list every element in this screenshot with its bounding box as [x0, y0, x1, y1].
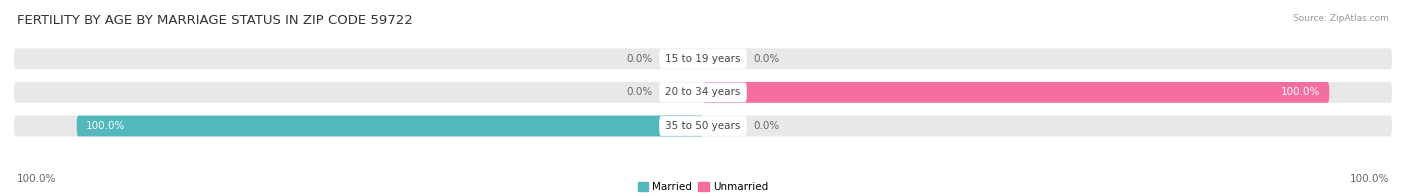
Text: 100.0%: 100.0%: [1281, 87, 1320, 97]
Text: 0.0%: 0.0%: [754, 121, 779, 131]
FancyBboxPatch shape: [14, 48, 1392, 69]
Text: 0.0%: 0.0%: [627, 87, 652, 97]
Text: Source: ZipAtlas.com: Source: ZipAtlas.com: [1294, 14, 1389, 23]
FancyBboxPatch shape: [659, 49, 747, 69]
Text: FERTILITY BY AGE BY MARRIAGE STATUS IN ZIP CODE 59722: FERTILITY BY AGE BY MARRIAGE STATUS IN Z…: [17, 14, 412, 27]
Text: 0.0%: 0.0%: [627, 54, 652, 64]
FancyBboxPatch shape: [14, 82, 1392, 103]
FancyBboxPatch shape: [659, 116, 747, 136]
Text: 0.0%: 0.0%: [754, 54, 779, 64]
Text: 100.0%: 100.0%: [1350, 174, 1389, 184]
Text: 15 to 19 years: 15 to 19 years: [665, 54, 741, 64]
FancyBboxPatch shape: [659, 83, 747, 102]
FancyBboxPatch shape: [703, 82, 1329, 103]
Text: 20 to 34 years: 20 to 34 years: [665, 87, 741, 97]
Text: 35 to 50 years: 35 to 50 years: [665, 121, 741, 131]
Legend: Married, Unmarried: Married, Unmarried: [638, 182, 768, 192]
Text: 100.0%: 100.0%: [17, 174, 56, 184]
Text: 100.0%: 100.0%: [86, 121, 125, 131]
FancyBboxPatch shape: [77, 116, 703, 136]
FancyBboxPatch shape: [14, 116, 1392, 136]
